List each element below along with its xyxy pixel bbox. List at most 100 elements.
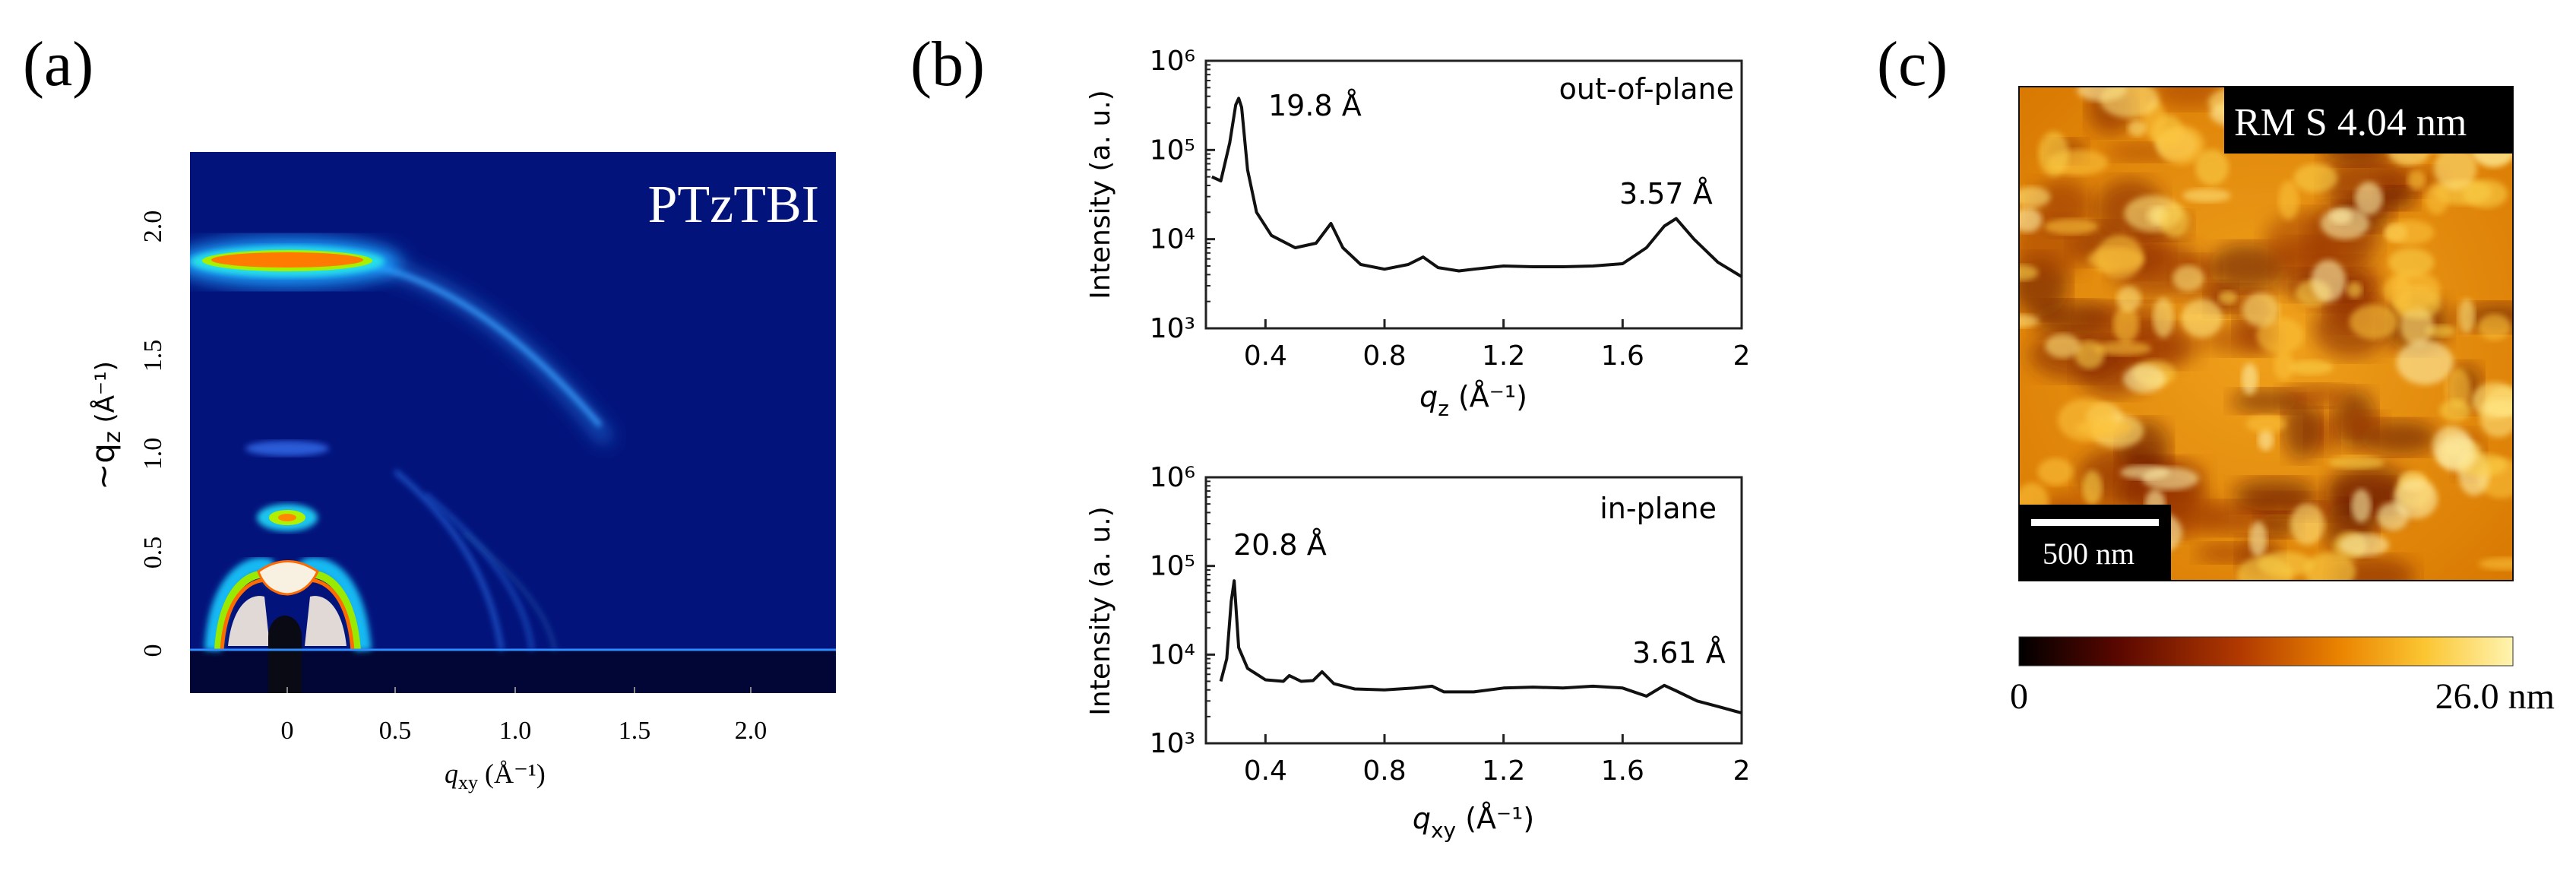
y-tick-label: 10⁶ [1150,46,1195,77]
afm-grain [2116,286,2141,312]
x-tick-label: 2 [1733,340,1751,372]
afm-grain [2290,503,2325,545]
scale-bar-label: 500 nm [2043,537,2135,571]
y-tick-label: 10⁴ [1150,224,1195,255]
afm-grain [2181,299,2223,338]
spot-200 [257,504,318,531]
afm-grain [2393,478,2438,519]
afm-grain [2182,188,2231,203]
y-tick-label: 10⁶ [1150,462,1195,493]
afm-grain [2304,552,2356,581]
afm-grain [2432,426,2472,468]
out-of-plane-x-axis-title: qz (Å⁻¹) [1419,380,1527,421]
afm-grain [2445,368,2471,410]
afm-grain [2478,313,2511,340]
afm-grain [2257,552,2313,577]
afm-grain [2195,149,2229,186]
giwaxs-y-tick: 0 [139,644,167,657]
spot-100-lobes [204,557,372,651]
plot-frame [1204,476,1743,745]
x-tick-label: 1.6 [1601,755,1644,787]
afm-grain [2434,147,2477,191]
afm-grain [2096,235,2144,280]
afm-grain [2120,465,2170,480]
peak-label-19-8: 19.8 Å [1268,89,1362,122]
giwaxs-y-tick: 1.0 [139,438,167,470]
afm-grain [2242,293,2280,327]
ring-2 [424,492,534,651]
giwaxs-x-axis-title: qxy (Å⁻¹) [445,758,546,793]
ring-1 [394,469,504,651]
panel-c-label: (c) [1877,29,1948,100]
afm-colorbar: 0 26.0 nm [2010,636,2555,717]
plot-frame [1204,59,1743,330]
afm-grain [2339,533,2389,556]
y-tick-label: 10⁴ [1150,639,1195,670]
afm-grain [2383,270,2441,311]
in-plane-marks: 0.4 0.8 1.2 1.6 2 10³ 10⁴ 10⁵ 10⁶ [1150,462,1751,787]
giwaxs-x-tick: 0.5 [379,717,412,745]
giwaxs-image: PTzTBI [190,152,836,693]
afm-grain [2439,399,2471,422]
afm-grain [2019,186,2051,207]
afm-valley [2121,325,2201,367]
giwaxs-y-axis-title: ~qz (Å⁻¹) [84,361,126,490]
afm-grain [2112,305,2139,344]
y-tick-label: 10³ [1150,728,1195,759]
afm-grain [2349,304,2399,340]
afm-image: RM S 4.04 nm 500 nm [2018,86,2514,581]
afm-grain [2241,363,2258,395]
afm-grain [2407,169,2426,190]
afm-grain [2037,458,2074,486]
in-plane-annotation: in-plane [1600,492,1717,525]
peak-label-3-57: 3.57 Å [1619,177,1713,211]
afm-grain [2123,364,2166,394]
colorbar-min-label: 0 [2010,676,2028,717]
afm-grain [2038,131,2069,177]
afm-grain [2100,87,2160,118]
afm-valley [2283,398,2320,460]
spot-q1 [245,441,329,456]
panel-a-label: (a) [23,29,93,100]
afm-grain [2044,218,2098,235]
afm-grain [2274,350,2294,381]
rms-badge [2224,87,2513,154]
afm-grain [2045,334,2081,359]
afm-grain [2245,414,2286,433]
afm-grain [2173,264,2204,292]
afm-grain [2127,119,2147,137]
scale-bar-box [2019,505,2171,581]
afm-grain [2458,298,2476,334]
x-tick-label: 2 [1733,755,1751,787]
ring-3 [462,530,556,651]
peak-label-20-8: 20.8 Å [1233,528,1327,562]
afm-grain [2425,182,2449,214]
afm-grain [2160,205,2189,238]
giwaxs-y-tick: 2.0 [139,211,167,243]
y-tick-label: 10³ [1150,313,1195,344]
giwaxs-y-axis: 0 0.5 1.0 1.5 2.0 ~qz (Å⁻¹) [84,211,167,657]
sample-name-label: PTzTBI [647,176,819,234]
afm-grain [2158,125,2205,166]
out-of-plane-annotation: out-of-plane [1559,72,1734,106]
data-series-line [1219,579,1742,715]
x-tick-label: 0.8 [1362,340,1406,372]
afm-grain [2388,248,2435,277]
scale-bar [2031,519,2159,526]
afm-grain [2396,340,2454,385]
afm-valley [2376,187,2418,210]
panel-b-label: (b) [910,29,985,100]
afm-valley [2208,243,2287,291]
afm-grain [2082,470,2103,505]
afm-grain [2093,341,2152,356]
afm-valley [2230,389,2300,413]
afm-grain [2351,489,2372,523]
afm-grain [2354,182,2383,215]
afm-valley [2337,412,2387,437]
afm-grain [2075,420,2132,436]
out-of-plane-y-axis-title: Intensity (a. u.) [1085,90,1116,299]
afm-grain [2293,163,2338,193]
